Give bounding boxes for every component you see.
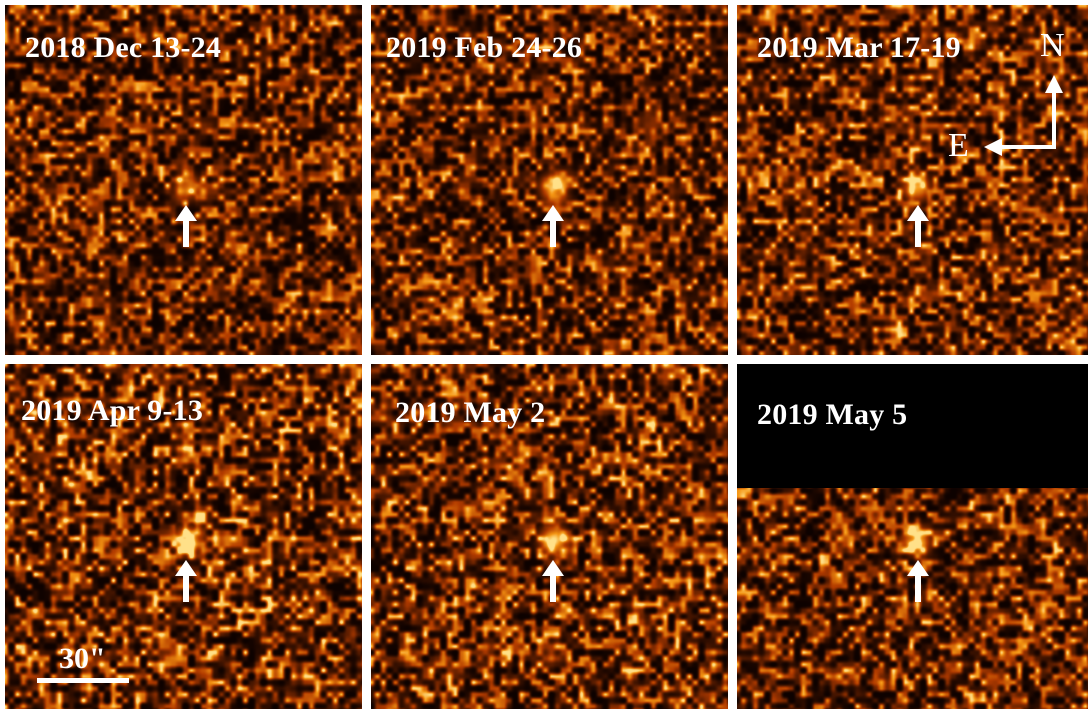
panel-date-label: 2019 May 5 — [757, 398, 908, 431]
panel-date-label: 2018 Dec 13-24 — [25, 31, 222, 64]
up-arrow-icon — [542, 560, 564, 602]
panel-2018-dec: 2018 Dec 13-24 — [5, 5, 362, 355]
up-arrow-icon — [542, 205, 564, 247]
panel-date-label: 2019 Mar 17-19 — [757, 31, 961, 64]
panel-date-label: 2019 Apr 9-13 — [21, 394, 204, 427]
panel-image — [371, 5, 728, 355]
up-arrow-icon — [175, 560, 197, 602]
compass-arrows-icon: N E — [942, 23, 1088, 173]
scale-bar: 30" — [37, 634, 137, 694]
panel-date-label: 2019 Feb 24-26 — [386, 31, 583, 64]
panel-image — [5, 364, 362, 709]
panel-image — [737, 5, 1088, 355]
panel-image — [5, 5, 362, 355]
up-arrow-icon — [907, 205, 929, 247]
up-arrow-icon — [907, 560, 929, 602]
compass-arrows — [984, 75, 1063, 156]
panel-date-label: 2019 May 2 — [395, 396, 546, 429]
panel-2019-may-2: 2019 May 2 — [371, 364, 728, 709]
north-label: N — [1040, 27, 1065, 64]
panel-2019-mar: 2019 Mar 17-19 N E — [737, 5, 1088, 355]
panel-2019-apr: 2019 Apr 9-13 30" — [5, 364, 362, 709]
no-data-mask — [737, 364, 1088, 488]
panel-image — [371, 364, 728, 709]
panel-2019-feb: 2019 Feb 24-26 — [371, 5, 728, 355]
scale-bar-line — [37, 678, 129, 683]
up-arrow-icon — [175, 205, 197, 247]
east-label: E — [948, 127, 969, 164]
scale-bar-label: 30" — [59, 642, 106, 675]
panel-2019-may-5: 2019 May 5 — [737, 364, 1088, 709]
